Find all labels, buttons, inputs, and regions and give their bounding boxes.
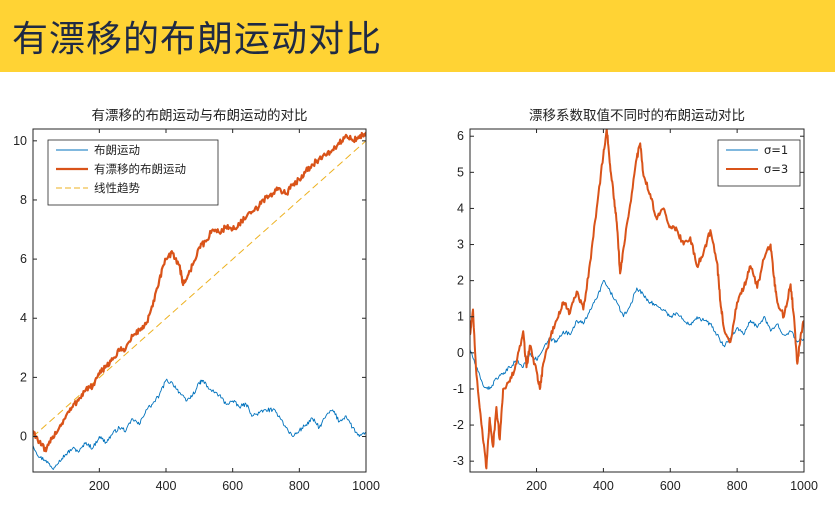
series-line (470, 129, 804, 470)
plot-area-frame (32, 128, 367, 473)
y-tick-label: -2 (453, 418, 464, 432)
y-tick-label: 8 (20, 193, 27, 207)
x-tick-label: 600 (660, 479, 681, 493)
slide-title: 有漂移的布朗运动对比 (12, 19, 383, 60)
legend-box (717, 139, 801, 187)
legend-label: σ=3 (764, 162, 788, 176)
x-tick-label: 600 (222, 479, 243, 493)
y-tick-label: 0 (20, 430, 27, 444)
x-tick-label: 400 (156, 479, 177, 493)
y-tick-label: 6 (20, 252, 27, 266)
y-tick-label: 3 (457, 238, 464, 252)
chart-title: 漂移系数取值不同时的布朗运动对比 (529, 108, 745, 124)
x-tick-label: 800 (289, 479, 310, 493)
x-tick-label: 800 (727, 479, 748, 493)
legend-label: 布朗运动 (94, 143, 140, 157)
y-tick-label: 4 (20, 311, 27, 325)
series-line (33, 378, 366, 470)
series-group (470, 129, 804, 470)
series-line (33, 131, 366, 453)
legend-label: σ=1 (764, 143, 788, 157)
chart-2: 漂移系数取值不同时的布朗运动对比 200 400 600 800 1000 -3 -2 -1 0 1… (453, 108, 818, 493)
y-tick-label: -3 (453, 454, 464, 468)
y-tick-label: -1 (453, 382, 464, 396)
legend-label: 线性趋势 (94, 181, 140, 195)
legend: σ=1σ=3 (717, 139, 801, 187)
y-tick-label: 10 (13, 134, 27, 148)
y-tick-label: 0 (457, 346, 464, 360)
y-tick-label: 2 (20, 370, 27, 384)
legend-box (47, 139, 219, 206)
series-line (470, 280, 804, 390)
y-tick-label: 6 (457, 129, 464, 143)
x-tick-label: 1000 (790, 479, 818, 493)
x-tick-label: 400 (593, 479, 614, 493)
series-line (33, 140, 366, 437)
x-tick-label: 1000 (352, 479, 380, 493)
chart-title: 有漂移的布朗运动与布朗运动的对比 (92, 108, 308, 124)
y-tick-label: 2 (457, 274, 464, 288)
y-tick-label: 4 (457, 201, 464, 215)
series-group (33, 131, 366, 470)
title-banner: 有漂移的布朗运动对比 (0, 0, 835, 72)
chart-1: 有漂移的布朗运动与布朗运动的对比 200 400 600 800 1000 0 2 4 6 8 10 布… (13, 108, 380, 493)
x-tick-label: 200 (526, 479, 547, 493)
y-tick-label: 1 (457, 310, 464, 324)
y-tick-label: 5 (457, 165, 464, 179)
x-tick-label: 200 (89, 479, 110, 493)
legend-label: 有漂移的布朗运动 (94, 162, 186, 176)
plot-area-frame (469, 128, 805, 473)
